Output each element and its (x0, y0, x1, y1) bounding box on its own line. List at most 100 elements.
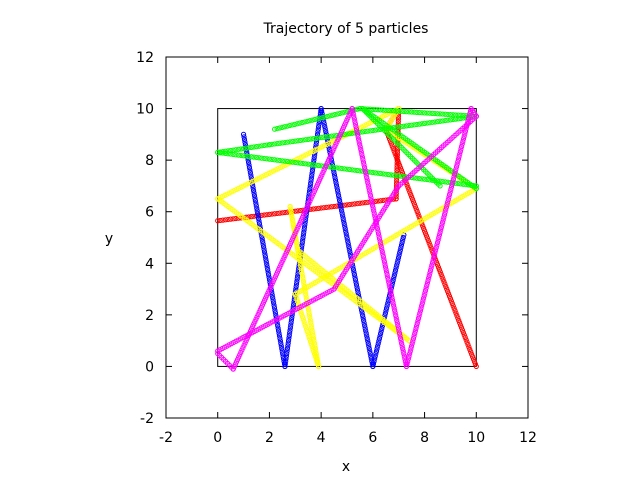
data-point (345, 238, 351, 244)
data-point (318, 134, 324, 141)
x-tick-label: 8 (420, 430, 429, 446)
data-point (394, 320, 400, 326)
data-point (401, 351, 407, 357)
data-point (347, 248, 353, 255)
data-point (380, 107, 386, 113)
data-point (372, 215, 378, 221)
data-point (471, 358, 478, 365)
data-point (260, 241, 266, 247)
data-point (242, 139, 248, 145)
data-point (441, 279, 447, 285)
data-point (257, 226, 263, 232)
data-point (424, 280, 430, 286)
data-point (362, 325, 368, 331)
plot-frame (165, 56, 529, 419)
data-point (385, 107, 391, 114)
data-point (373, 348, 380, 354)
data-point (421, 228, 428, 234)
data-point (415, 315, 422, 321)
data-point (278, 340, 284, 347)
data-point (309, 167, 316, 174)
data-point (303, 291, 309, 297)
data-point (408, 346, 414, 352)
data-point (292, 121, 298, 127)
data-point (246, 145, 252, 151)
data-point (349, 201, 355, 207)
data-point (314, 353, 320, 359)
data-point (248, 214, 254, 220)
data-point (436, 267, 442, 273)
data-point (460, 138, 466, 145)
data-point (251, 144, 257, 150)
data-point (215, 196, 221, 202)
data-point (434, 242, 440, 248)
data-point (372, 127, 379, 133)
data-point (441, 214, 447, 220)
data-point (315, 361, 321, 367)
y-axis-title: y (105, 231, 113, 247)
data-point (295, 268, 301, 274)
data-point (429, 260, 436, 266)
data-point (393, 312, 399, 318)
data-point (392, 267, 399, 273)
data-point (301, 283, 307, 290)
data-point (300, 316, 306, 322)
data-point (406, 109, 412, 115)
x-tick-label: -2 (159, 430, 173, 446)
data-point (235, 152, 241, 158)
data-point (416, 121, 422, 127)
data-point (259, 155, 265, 161)
data-point (467, 346, 473, 353)
data-point (407, 348, 413, 354)
data-point (438, 224, 444, 230)
data-point (382, 264, 389, 270)
data-point (431, 252, 437, 258)
data-point (370, 205, 376, 211)
data-point (287, 159, 293, 165)
data-point (282, 361, 288, 367)
data-point (413, 206, 419, 212)
data-point (248, 154, 254, 160)
data-point (272, 141, 278, 147)
data-point (361, 162, 367, 168)
data-point (321, 121, 327, 127)
data-point (370, 202, 376, 209)
data-point (217, 150, 223, 156)
data-point (406, 122, 412, 129)
data-point (345, 241, 351, 247)
data-point (260, 238, 266, 245)
data-point (378, 243, 384, 250)
data-point (414, 323, 420, 329)
data-point (453, 164, 460, 170)
data-point (358, 146, 364, 153)
data-point (222, 217, 229, 223)
data-point (307, 314, 313, 321)
data-point (252, 198, 258, 204)
data-point (334, 165, 340, 171)
data-point (364, 335, 370, 341)
data-point (255, 213, 261, 219)
data-point (447, 296, 454, 302)
data-point (301, 319, 307, 325)
data-point (312, 116, 318, 123)
data-point (460, 136, 467, 142)
y-tick-label: 0 (145, 359, 154, 375)
data-point (246, 162, 252, 168)
data-point (375, 198, 381, 204)
data-point (324, 113, 330, 120)
data-point (314, 356, 320, 362)
data-point (462, 131, 468, 137)
data-point (372, 213, 378, 219)
data-point (289, 122, 295, 128)
data-point (305, 136, 311, 142)
data-point (381, 259, 388, 265)
data-point (458, 112, 464, 118)
data-point (397, 335, 404, 341)
data-point (444, 202, 450, 208)
data-point (450, 112, 456, 118)
data-point (302, 289, 308, 295)
data-point (328, 133, 335, 139)
data-point (437, 229, 443, 236)
data-point (365, 128, 371, 134)
